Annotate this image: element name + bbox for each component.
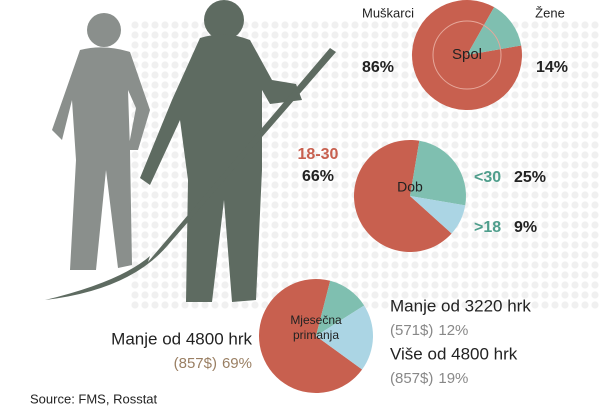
pie-slice (410, 196, 466, 234)
category-label: Žene (535, 5, 565, 20)
pie-center-label: Dob (397, 179, 423, 195)
pie-slice (412, 0, 522, 110)
pie-slice (316, 280, 365, 336)
value-label: 9% (514, 219, 537, 236)
inner-ring (432, 20, 502, 90)
value-label: 86% (362, 59, 394, 76)
sublabel: (857$) (390, 370, 433, 387)
value-line: (571$) 12% (390, 322, 468, 339)
value-label: 69% (222, 355, 252, 372)
person-silhouette (52, 13, 150, 270)
category-label: Manje od 4800 hrk (111, 329, 252, 348)
value-label: 66% (302, 168, 334, 185)
category-label: <30 (474, 169, 501, 186)
pie-slice (467, 7, 522, 55)
pie-center-label: Spol (452, 46, 482, 63)
value-label: 12% (438, 322, 468, 339)
value-label: 19% (438, 370, 468, 387)
pie-slice (259, 279, 363, 394)
sublabel: (571$) (390, 322, 433, 339)
category-label: Više od 4800 hrk (390, 344, 518, 363)
worker-silhouette (45, 0, 336, 302)
pie-center-label-box: Mjesečna primanja (290, 313, 342, 342)
category-label: 18-30 (298, 146, 339, 163)
sublabel: (857$) (174, 355, 217, 372)
category-label: >18 (474, 219, 501, 236)
value-line: (857$) 19% (390, 370, 468, 387)
pie-slice (316, 305, 373, 370)
value-label: 25% (514, 169, 546, 186)
value-line: (857$) 69% (174, 355, 252, 372)
pie-slice (410, 140, 466, 206)
pie-center-label: Mjesečna primanja (290, 313, 342, 342)
source: Source: FMS, Rosstat (30, 391, 158, 406)
pie-slice (354, 140, 452, 252)
category-label: Manje od 3220 hrk (390, 296, 531, 315)
value-label: 14% (536, 59, 568, 76)
category-label: Muškarci (362, 5, 414, 20)
